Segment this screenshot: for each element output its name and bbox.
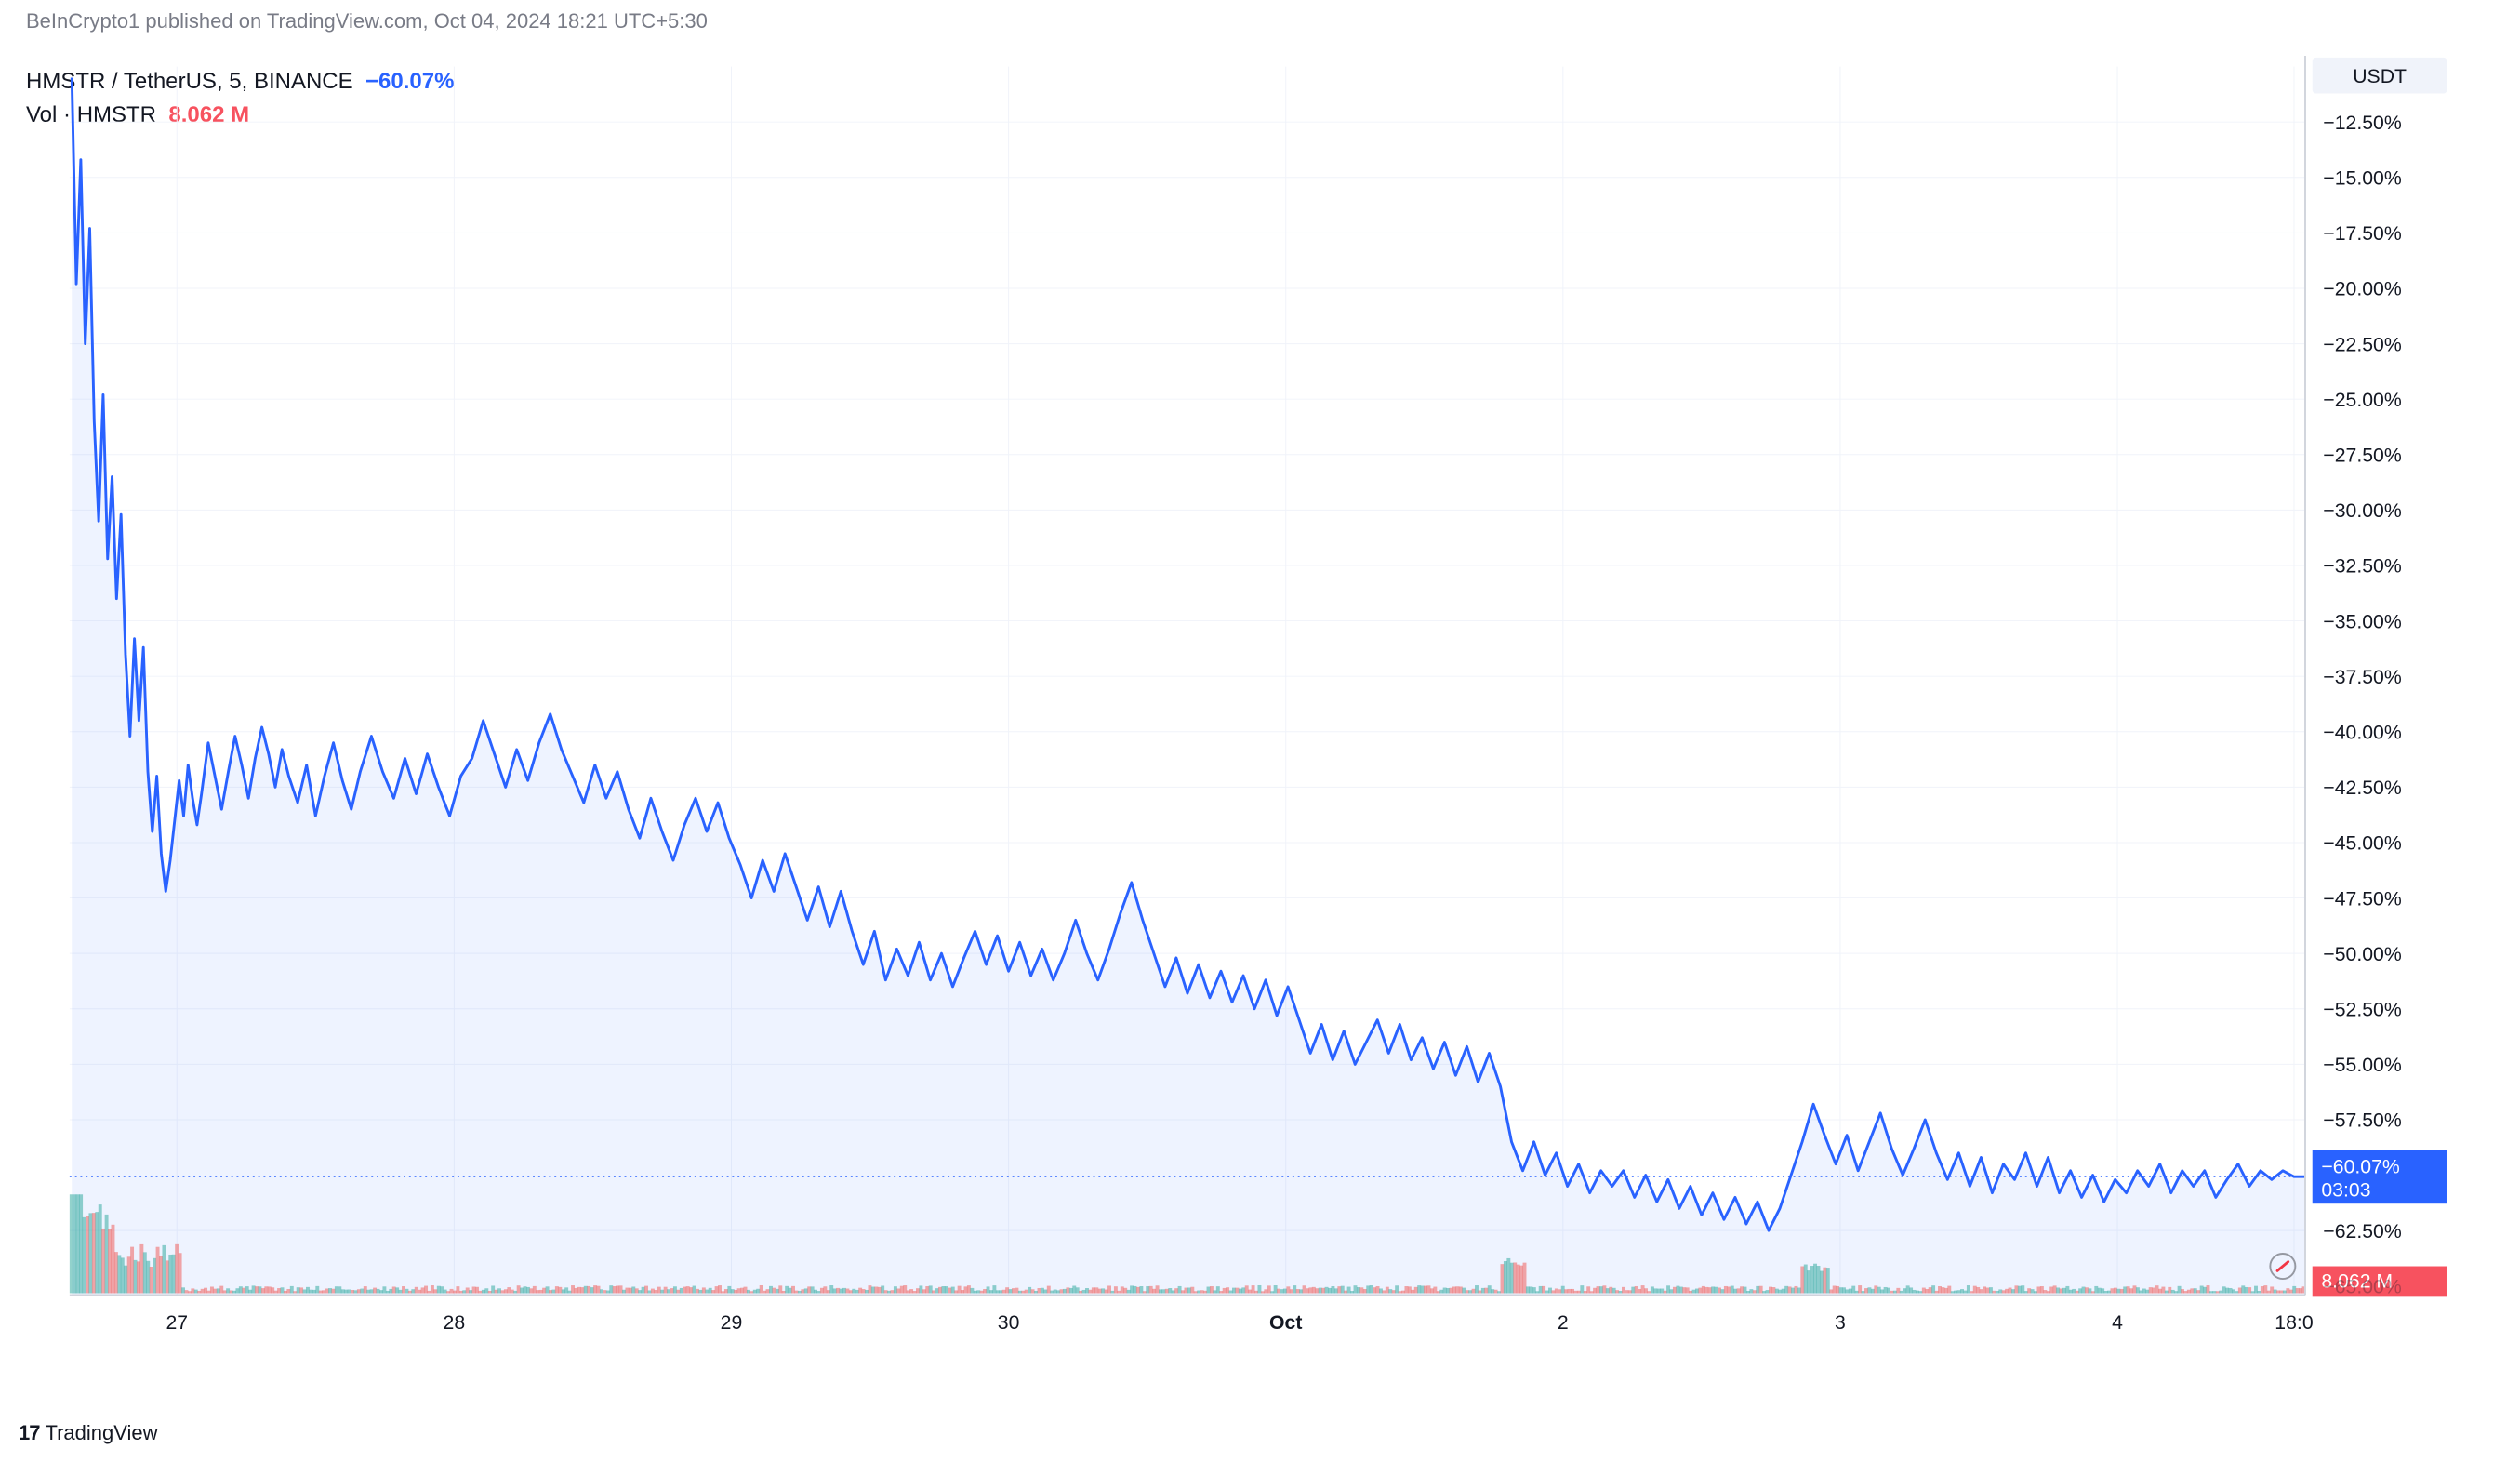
y-tick-label: −15.00% bbox=[2323, 167, 2402, 190]
publish-tz: UTC+5:30 bbox=[614, 9, 708, 33]
y-tick-label: −40.00% bbox=[2323, 721, 2402, 743]
x-tick-label: 3 bbox=[1835, 1311, 1846, 1334]
y-tick-label: −35.00% bbox=[2323, 610, 2402, 632]
y-tick-label: −30.00% bbox=[2323, 499, 2402, 522]
tradingview-logo-icon: 17 bbox=[19, 1421, 39, 1445]
y-tick-label: −12.50% bbox=[2323, 112, 2402, 134]
y-tick-label: −50.00% bbox=[2323, 943, 2402, 965]
x-tick-label: 27 bbox=[166, 1311, 188, 1334]
x-tick-label: Oct bbox=[1269, 1311, 1302, 1334]
y-tick-label: −32.50% bbox=[2323, 555, 2402, 578]
y-tick-label: −47.50% bbox=[2323, 887, 2402, 910]
y-tick-label: −25.00% bbox=[2323, 389, 2402, 411]
footer: 17 TradingView bbox=[19, 1421, 158, 1445]
published-on: published on bbox=[145, 9, 261, 33]
x-axis: 27 28 29 30 Oct 2 3 4 18:0 bbox=[166, 1311, 2313, 1334]
y-tick-label: −37.50% bbox=[2323, 666, 2402, 688]
x-tick-label: 28 bbox=[444, 1311, 466, 1334]
y-tick-label: −20.00% bbox=[2323, 278, 2402, 300]
y-tick-label: −45.00% bbox=[2323, 832, 2402, 855]
y-tick-label: −57.50% bbox=[2323, 1110, 2402, 1132]
y-axis: −12.50% −15.00% −17.50% −20.00% −22.50% −25.0… bbox=[2323, 112, 2402, 1243]
x-tick-label: 30 bbox=[998, 1311, 1020, 1334]
publish-date: Oct 04, 2024 bbox=[434, 9, 551, 33]
last-price-badge: −60.07%03:03 bbox=[2313, 1150, 2447, 1203]
quote-currency-badge: USDT bbox=[2313, 58, 2447, 94]
publish-time: 18:21 bbox=[557, 9, 608, 33]
y-tick-label: −55.00% bbox=[2323, 1054, 2402, 1076]
tradingview-brand[interactable]: TradingView bbox=[45, 1421, 157, 1445]
chart-area[interactable]: −12.50% −15.00% −17.50% −20.00% −22.50% −25.0… bbox=[26, 56, 2501, 1358]
chart-svg[interactable]: −12.50% −15.00% −17.50% −20.00% −22.50% −25.0… bbox=[26, 56, 2501, 1358]
x-tick-label: 18:0 bbox=[2275, 1311, 2313, 1334]
publish-site: TradingView.com, bbox=[267, 9, 429, 33]
y-tick-label: −22.50% bbox=[2323, 333, 2402, 355]
y-tick-label: −52.50% bbox=[2323, 998, 2402, 1020]
x-tick-label: 4 bbox=[2112, 1311, 2123, 1334]
x-tick-label: 29 bbox=[721, 1311, 743, 1334]
publisher: BeInCrypto1 bbox=[26, 9, 139, 33]
y-tick-label: −42.50% bbox=[2323, 777, 2402, 799]
price-area bbox=[72, 78, 2305, 1296]
y-tick-label: −62.50% bbox=[2323, 1220, 2402, 1243]
y-tick-label: −17.50% bbox=[2323, 222, 2402, 245]
svg-text:−65.00%: −65.00% bbox=[2323, 1275, 2402, 1297]
y-tick-label: −27.50% bbox=[2323, 445, 2402, 467]
svg-text:USDT: USDT bbox=[2353, 65, 2407, 87]
publish-info: BeInCrypto1 published on TradingView.com… bbox=[26, 9, 708, 33]
svg-text:03:03: 03:03 bbox=[2321, 1178, 2370, 1201]
x-tick-label: 2 bbox=[1558, 1311, 1569, 1334]
svg-text:−60.07%: −60.07% bbox=[2321, 1155, 2400, 1177]
